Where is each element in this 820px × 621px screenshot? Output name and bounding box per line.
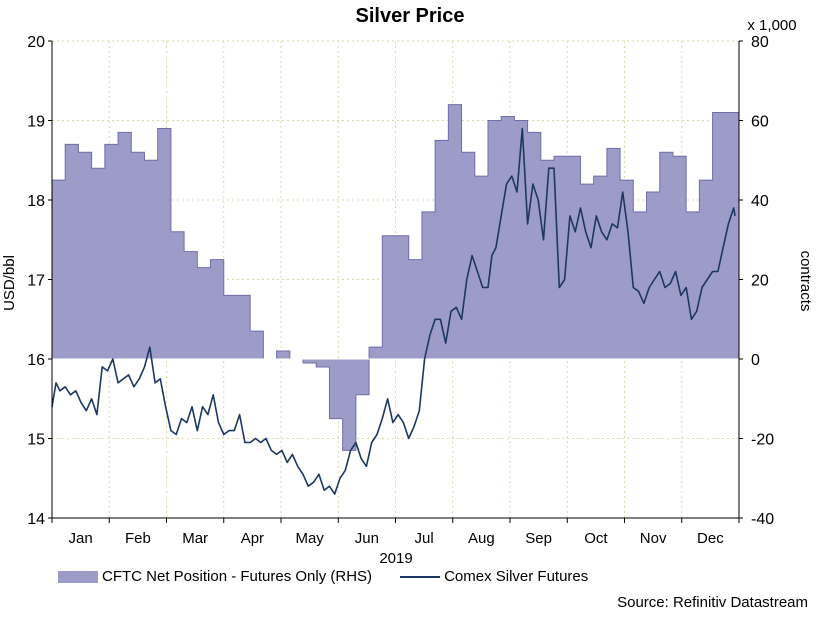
right-axis-multiplier: x 1,000 bbox=[747, 17, 796, 34]
y-tick-label-left: 20 bbox=[27, 34, 45, 51]
x-tick-label: May bbox=[295, 530, 324, 547]
y-tick-label-right: 0 bbox=[751, 352, 760, 369]
legend-label-comex: Comex Silver Futures bbox=[444, 568, 589, 585]
legend-item-comex: Comex Silver Futures bbox=[400, 568, 588, 585]
x-tick-label: Jul bbox=[415, 530, 434, 547]
y-tick-label-left: 19 bbox=[27, 114, 45, 131]
comex-silver-line bbox=[51, 127, 736, 495]
y-tick-label-right: -20 bbox=[751, 432, 774, 449]
x-tick-label: Aug bbox=[468, 530, 495, 547]
x-tick-label: Sep bbox=[525, 530, 552, 547]
legend-swatch-area bbox=[58, 570, 98, 583]
legend-swatch-line bbox=[400, 575, 441, 578]
legend: CFTC Net Position - Futures Only (RHS) C… bbox=[58, 568, 616, 585]
y-tick-label-right: -40 bbox=[751, 511, 774, 528]
comex-silver-futures-line bbox=[51, 127, 736, 495]
x-tick-label: Dec bbox=[697, 530, 724, 547]
axes bbox=[48, 40, 743, 523]
x-tick-label: Nov bbox=[640, 530, 667, 547]
y-tick-label-left: 15 bbox=[27, 432, 45, 449]
x-tick-label: Jun bbox=[355, 530, 379, 547]
y-tick-label-left: 16 bbox=[27, 352, 45, 369]
cftc-net-position-step-area bbox=[51, 104, 740, 451]
legend-item-cftc: CFTC Net Position - Futures Only (RHS) bbox=[58, 568, 372, 585]
y-tick-label-left: 17 bbox=[27, 273, 45, 290]
legend-label-cftc: CFTC Net Position - Futures Only (RHS) bbox=[102, 568, 373, 585]
source-note: Source: Refinitiv Datastream bbox=[617, 594, 808, 611]
y-tick-label-right: 40 bbox=[751, 193, 769, 210]
chart-title: Silver Price bbox=[356, 5, 465, 27]
y-tick-label-left: 14 bbox=[27, 511, 45, 528]
cftc-net-position-area bbox=[51, 104, 740, 451]
x-tick-label: Jan bbox=[69, 530, 93, 547]
x-tick-label: Feb bbox=[125, 530, 151, 547]
x-tick-label: Oct bbox=[584, 530, 608, 547]
x-tick-label: Apr bbox=[241, 530, 264, 547]
y-axis-left-label: USD/bbl bbox=[1, 255, 18, 311]
y-tick-label-right: 20 bbox=[751, 273, 769, 290]
y-tick-label-right: 80 bbox=[751, 34, 769, 51]
y-tick-label-right: 60 bbox=[751, 114, 769, 131]
x-axis-label: 2019 bbox=[379, 550, 412, 567]
tick-labels: 14 15 16 17 18 19 20 -40 -20 0 20 40 60 80 Jan Feb Mar Ap… bbox=[27, 34, 774, 547]
y-tick-label-left: 18 bbox=[27, 193, 45, 210]
y-axis-right-label: contracts bbox=[797, 251, 814, 312]
x-tick-label: Mar bbox=[182, 530, 208, 547]
